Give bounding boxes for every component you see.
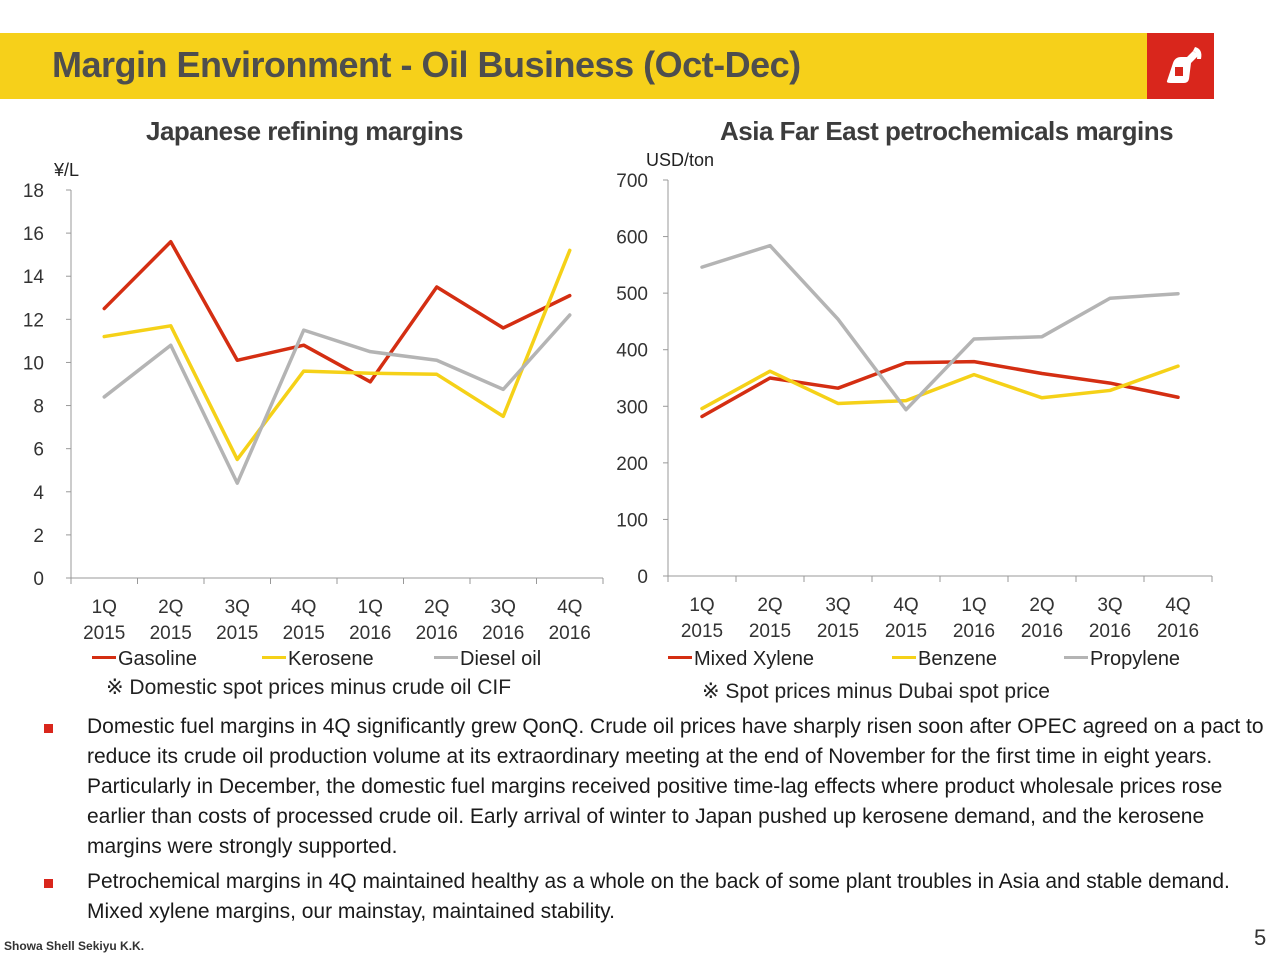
x-tick-label: 2015 (817, 621, 859, 642)
y-unit-petrochem: USD/ton (646, 150, 715, 170)
x-tick-label: 2015 (885, 621, 927, 642)
bullet-list: Domestic fuel margins in 4Q significantl… (44, 712, 1264, 932)
x-tick-label: 2Q (424, 597, 449, 618)
x-tick-label: 2016 (1021, 621, 1063, 642)
x-tick-label: 4Q (893, 595, 918, 616)
x-tick-label: 3Q (225, 597, 250, 618)
bullet-text: Domestic fuel margins in 4Q significantl… (87, 715, 1264, 858)
legend-item: Kerosene (262, 648, 374, 671)
legend-label: Benzene (918, 648, 997, 670)
bullet-marker (44, 724, 53, 733)
x-tick-label: 3Q (1097, 595, 1122, 616)
note-refining: ※ Domestic spot prices minus crude oil C… (106, 676, 512, 699)
y-tick-label: 6 (33, 440, 44, 461)
chart-title-refining: Japanese refining margins (146, 116, 463, 146)
y-tick-label: 0 (33, 569, 44, 590)
x-tick-label: 1Q (92, 597, 117, 618)
y-tick-label: 400 (616, 341, 648, 362)
chart-petrochem-margins: 0 100 200 300 400 500 600 700 1Q 2015 2Q 2015 3Q 2015… (616, 171, 1213, 642)
bullet-marker (44, 879, 53, 888)
x-tick-label: 2015 (83, 623, 125, 644)
page-title: Margin Environment - Oil Business (Oct-D… (52, 44, 801, 85)
y-tick-label: 700 (616, 171, 648, 192)
y-tick-label: 100 (616, 510, 648, 531)
charts-canvas: 0 2 4 6 8 10 12 14 16 18 1Q 2015 2Q 2015 3Q 2015 4Q 2015 1… (23, 171, 1213, 644)
series-line (102, 248, 572, 462)
legend-label: Diesel oil (460, 648, 542, 670)
y-tick-label: 600 (616, 228, 648, 249)
legend-swatch (262, 656, 286, 660)
bullet-text: Petrochemical margins in 4Q maintained h… (87, 870, 1230, 923)
legend-item: Propylene (1064, 648, 1180, 671)
footer-company: Showa Shell Sekiyu K.K. (4, 939, 145, 953)
bullet-item: Domestic fuel margins in 4Q significantl… (44, 712, 1264, 862)
y-tick-label: 10 (23, 353, 44, 374)
chart-refining-margins: 0 2 4 6 8 10 12 14 16 18 1Q 2015 2Q 2015 3Q 2015 4Q 2015 1… (23, 181, 604, 644)
legend-label: Mixed Xylene (694, 648, 815, 670)
x-tick-label: 2016 (953, 621, 995, 642)
header-bar (0, 33, 1214, 99)
legend-item: Mixed Xylene (668, 648, 814, 671)
y-tick-label: 200 (616, 454, 648, 475)
x-tick-label: 4Q (1165, 595, 1190, 616)
page-number: 5 (1254, 925, 1267, 950)
chart-title-petrochem: Asia Far East petrochemicals margins (720, 116, 1174, 146)
brand-logo (1147, 33, 1214, 99)
series-line (700, 364, 1180, 411)
series-line (700, 243, 1180, 412)
legend-item: Gasoline (92, 648, 197, 671)
x-tick-label: 2016 (1157, 621, 1199, 642)
x-tick-label: 2015 (150, 623, 192, 644)
bullet-item: Petrochemical margins in 4Q maintained h… (44, 867, 1264, 927)
x-tick-label: 2015 (283, 623, 325, 644)
x-tick-label: 1Q (358, 597, 383, 618)
x-tick-label: 2015 (749, 621, 791, 642)
x-tick-label: 2Q (757, 595, 782, 616)
legend-swatch (892, 656, 916, 660)
x-tick-label: 2015 (681, 621, 723, 642)
y-tick-label: 18 (23, 181, 44, 202)
y-tick-label: 14 (23, 267, 45, 288)
x-tick-label: 1Q (961, 595, 986, 616)
legend-label: Gasoline (118, 648, 197, 670)
y-tick-label: 4 (33, 483, 44, 504)
legend-label: Propylene (1090, 648, 1181, 670)
legend-swatch (1064, 656, 1088, 660)
legend-swatch (668, 656, 692, 660)
y-tick-label: 0 (637, 567, 648, 588)
series-line (700, 359, 1180, 419)
y-tick-label: 500 (616, 284, 648, 305)
legend-item: Diesel oil (434, 648, 541, 671)
y-tick-label: 12 (23, 310, 44, 331)
y-tick-label: 300 (616, 397, 648, 418)
y-tick-label: 2 (33, 526, 44, 547)
y-tick-label: 16 (23, 224, 44, 245)
legend-swatch (92, 656, 116, 660)
x-tick-label: 2016 (482, 623, 524, 644)
legend-item: Benzene (892, 648, 997, 671)
x-tick-label: 3Q (825, 595, 850, 616)
x-tick-label: 2016 (549, 623, 591, 644)
series-line (102, 313, 572, 485)
series-line (102, 239, 572, 384)
x-tick-label: 2Q (158, 597, 183, 618)
y-tick-label: 8 (33, 397, 44, 418)
fuel-nozzle-icon (1166, 47, 1202, 83)
x-tick-label: 2016 (349, 623, 391, 644)
x-tick-label: 3Q (491, 597, 516, 618)
y-unit-refining: ¥/L (54, 160, 80, 180)
x-tick-label: 2Q (1029, 595, 1054, 616)
x-tick-label: 4Q (291, 597, 316, 618)
legend-label: Kerosene (288, 648, 374, 670)
x-tick-label: 2016 (416, 623, 458, 644)
note-petrochem: ※ Spot prices minus Dubai spot price (702, 680, 1050, 703)
x-tick-label: 2015 (216, 623, 258, 644)
x-tick-label: 4Q (557, 597, 582, 618)
x-tick-label: 1Q (689, 595, 714, 616)
legend-swatch (434, 656, 458, 660)
x-tick-label: 2016 (1089, 621, 1131, 642)
